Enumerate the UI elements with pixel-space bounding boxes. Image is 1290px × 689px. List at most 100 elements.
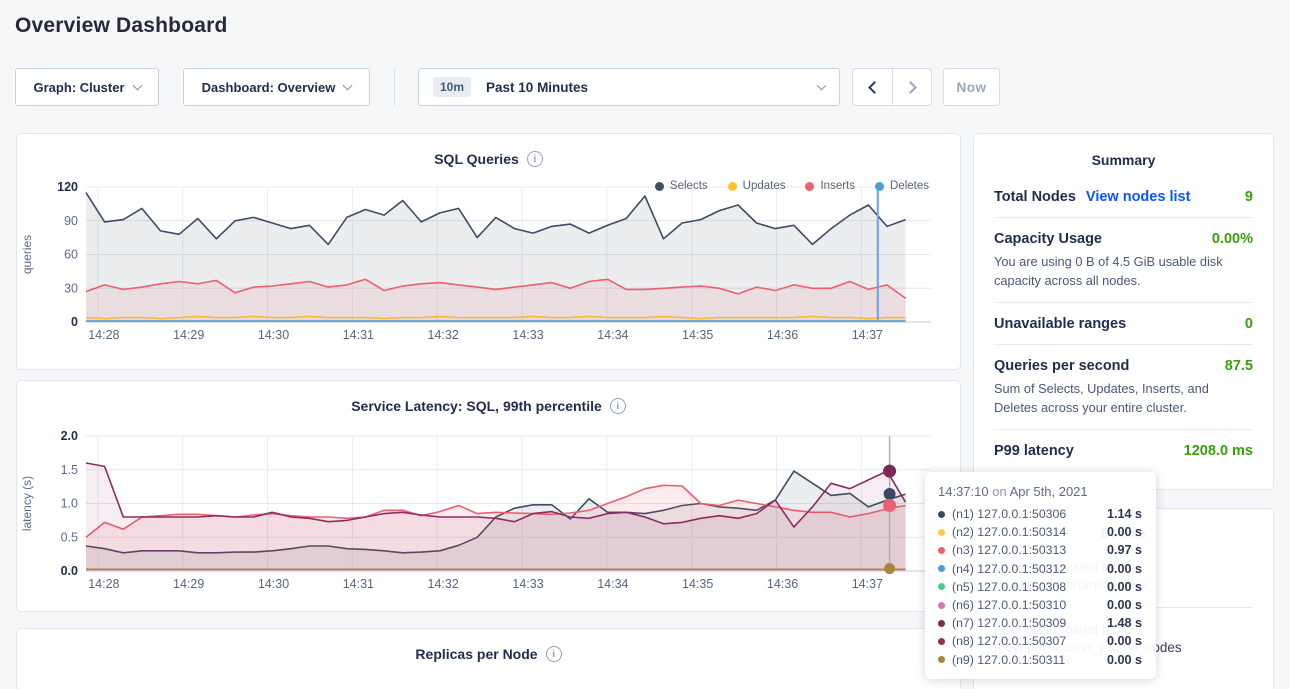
svg-text:1.0: 1.0: [61, 497, 78, 511]
chevron-down-icon: [132, 80, 142, 90]
legend-item: Deletes: [875, 180, 929, 192]
svg-text:14:28: 14:28: [88, 328, 119, 341]
tooltip-date: Apr 5th, 2021: [1010, 484, 1088, 499]
tooltip-node-value: 0.00 s: [1107, 653, 1142, 667]
svg-text:queries: queries: [20, 235, 34, 274]
time-next-button[interactable]: [892, 69, 931, 105]
svg-text:14:35: 14:35: [682, 328, 713, 341]
tooltip-node-value: 1.14 s: [1107, 507, 1142, 521]
p99-latency-label: P99 latency: [994, 443, 1074, 459]
sql-queries-title-text: SQL Queries: [434, 151, 519, 167]
time-range-badge: 10m: [433, 77, 471, 97]
now-button[interactable]: Now: [943, 68, 1000, 106]
dashboard-select[interactable]: Dashboard: Overview: [183, 68, 370, 106]
summary-row-unavailable-ranges: Unavailable ranges 0: [994, 303, 1253, 345]
svg-text:90: 90: [64, 214, 78, 228]
svg-text:14:30: 14:30: [258, 577, 289, 591]
service-latency-title: Service Latency: SQL, 99th percentile i: [17, 381, 960, 414]
tooltip-node-value: 0.00 s: [1107, 598, 1142, 612]
legend-label: Deletes: [890, 180, 929, 192]
info-icon[interactable]: i: [527, 151, 543, 167]
tooltip-node-label: (n1) 127.0.0.1:50306: [952, 507, 1100, 521]
graph-scope-select[interactable]: Graph: Cluster: [15, 68, 159, 106]
tooltip-timestamp: 14:37:10 on Apr 5th, 2021: [938, 484, 1143, 499]
replicas-per-node-title: Replicas per Node i: [17, 629, 960, 662]
svg-text:14:33: 14:33: [512, 328, 543, 341]
tooltip-time: 14:37:10: [938, 484, 989, 499]
svg-text:0.0: 0.0: [61, 564, 78, 578]
series-color-dot-icon: [938, 529, 945, 536]
tooltip-node-value: 0.00 s: [1107, 580, 1142, 594]
tooltip-node-label: (n6) 127.0.0.1:50310: [952, 598, 1100, 612]
legend-dot-icon: [728, 182, 737, 191]
legend-label: Inserts: [820, 180, 855, 192]
service-latency-chart[interactable]: 0.00.51.01.52.014:2814:2914:3014:3114:32…: [17, 420, 962, 598]
svg-text:14:34: 14:34: [597, 328, 628, 341]
p99-latency-value: 1208.0 ms: [1184, 443, 1253, 459]
legend-dot-icon: [875, 182, 884, 191]
queries-per-second-desc: Sum of Selects, Updates, Inserts, and De…: [994, 379, 1253, 417]
total-nodes-label: Total Nodes: [994, 189, 1076, 205]
tooltip-node-label: (n7) 127.0.0.1:50309: [952, 616, 1100, 630]
tooltip-connector: on: [989, 484, 1010, 499]
sql-queries-chart[interactable]: 030609012014:2814:2914:3014:3114:3214:33…: [17, 179, 962, 341]
graph-scope-label: Graph: Cluster: [33, 80, 124, 95]
series-color-dot-icon: [938, 547, 945, 554]
sql-queries-title: SQL Queries i: [17, 134, 960, 167]
tooltip-row: (n3) 127.0.0.1:503130.97 s: [938, 541, 1143, 559]
queries-per-second-label: Queries per second: [994, 358, 1129, 374]
chart-hover-tooltip: 14:37:10 on Apr 5th, 2021 (n1) 127.0.0.1…: [925, 472, 1156, 679]
svg-text:14:34: 14:34: [597, 577, 628, 591]
series-color-dot-icon: [938, 656, 945, 663]
tooltip-node-label: (n8) 127.0.0.1:50307: [952, 634, 1100, 648]
svg-text:60: 60: [64, 248, 78, 262]
svg-text:14:31: 14:31: [343, 328, 374, 341]
summary-row-capacity-usage: Capacity Usage 0.00% You are using 0 B o…: [994, 218, 1253, 303]
svg-text:latency (s): latency (s): [20, 476, 34, 531]
svg-text:0.5: 0.5: [61, 530, 78, 544]
tooltip-node-value: 0.00 s: [1107, 525, 1142, 539]
svg-text:14:28: 14:28: [88, 577, 119, 591]
svg-text:14:37: 14:37: [852, 577, 883, 591]
time-step-buttons: [852, 68, 932, 106]
tooltip-node-label: (n2) 127.0.0.1:50314: [952, 525, 1100, 539]
series-color-dot-icon: [938, 583, 945, 590]
legend-dot-icon: [805, 182, 814, 191]
series-color-dot-icon: [938, 565, 945, 572]
tooltip-row: (n1) 127.0.0.1:50306 1.14 s: [938, 505, 1143, 523]
toolbar-divider: [394, 68, 395, 106]
replicas-per-node-title-text: Replicas per Node: [415, 646, 537, 662]
sql-queries-card: SQL Queries i SelectsUpdatesInsertsDelet…: [16, 133, 961, 370]
svg-text:14:31: 14:31: [343, 577, 374, 591]
legend-dot-icon: [655, 182, 664, 191]
chevron-right-icon: [904, 81, 917, 94]
series-color-dot-icon: [938, 620, 945, 627]
tooltip-row: (n7) 127.0.0.1:503091.48 s: [938, 614, 1143, 632]
view-nodes-list-link[interactable]: View nodes list: [1086, 189, 1191, 205]
service-latency-card: Service Latency: SQL, 99th percentile i …: [16, 380, 961, 612]
svg-text:120: 120: [57, 180, 78, 194]
total-nodes-value: 9: [1245, 189, 1253, 205]
tooltip-node-list: (n1) 127.0.0.1:50306 1.14 s (n2) 127.0.0.1…: [938, 505, 1143, 669]
time-prev-button[interactable]: [853, 69, 892, 105]
legend-item: Updates: [728, 180, 786, 192]
summary-title: Summary: [974, 134, 1273, 176]
svg-text:0: 0: [71, 315, 78, 329]
dashboard-toolbar: Graph: Cluster Dashboard: Overview 10m P…: [15, 68, 1000, 106]
legend-label: Updates: [743, 180, 786, 192]
summary-panel: Summary Total Nodes View nodes list 9 Ca…: [973, 133, 1274, 490]
tooltip-row: (n8) 127.0.0.1:503070.00 s: [938, 632, 1143, 650]
tooltip-row: (n6) 127.0.0.1:50310 0.00 s: [938, 596, 1143, 614]
svg-text:14:29: 14:29: [173, 577, 204, 591]
tooltip-node-label: (n5) 127.0.0.1:50308: [952, 580, 1100, 594]
info-icon[interactable]: i: [610, 398, 626, 414]
svg-text:30: 30: [64, 281, 78, 295]
series-color-dot-icon: [938, 638, 945, 645]
summary-row-p99-latency: P99 latency 1208.0 ms: [994, 430, 1253, 471]
legend-item: Inserts: [805, 180, 855, 192]
queries-per-second-value: 87.5: [1225, 358, 1253, 374]
chevron-down-icon: [343, 80, 353, 90]
info-icon[interactable]: i: [546, 646, 562, 662]
time-range-select[interactable]: 10m Past 10 Minutes: [418, 68, 840, 106]
tooltip-row: (n4) 127.0.0.1:503120.00 s: [938, 560, 1143, 578]
